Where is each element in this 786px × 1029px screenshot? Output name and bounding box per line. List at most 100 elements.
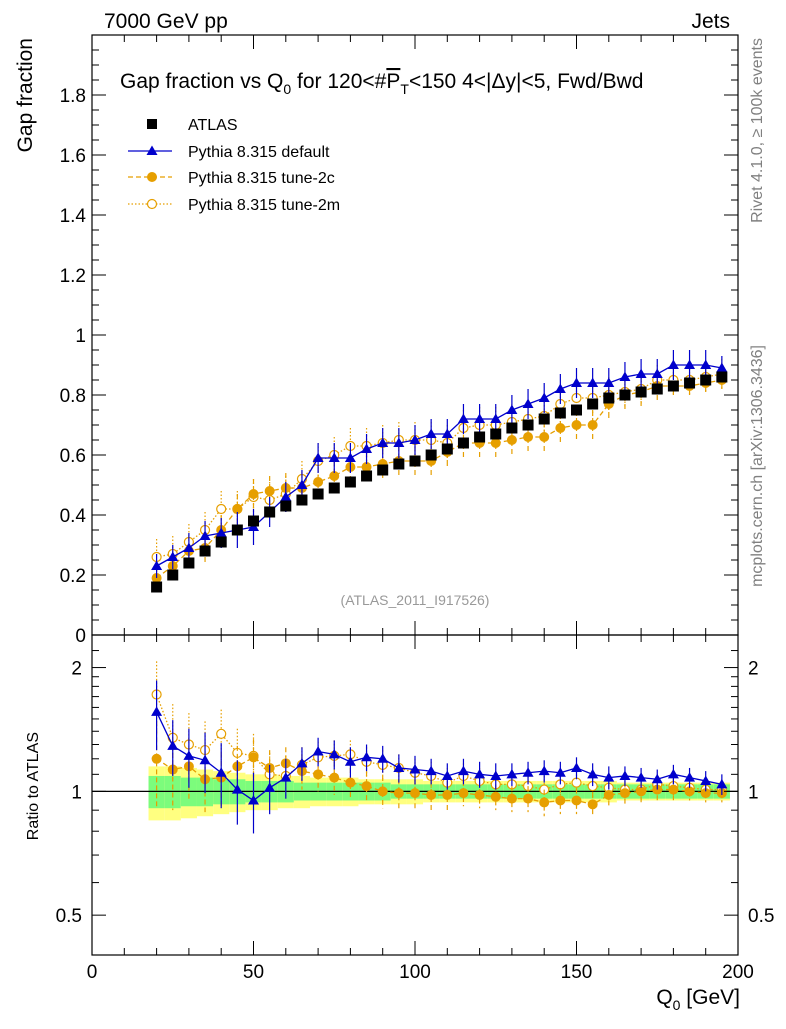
ratio-point-pythia-8-315-tune-2c — [474, 789, 485, 800]
ratio-point-pythia-8-315-tune-2m — [571, 777, 582, 788]
main-y-tick-label: 1 — [75, 326, 86, 347]
ratio-band-inner — [164, 775, 181, 809]
main-point-pythia-8-315-tune-2c — [571, 420, 582, 430]
ratio-y-axis-label: Ratio to ATLAS — [25, 732, 42, 840]
main-point-pythia-8-315-tune-2c — [555, 423, 566, 433]
main-point-pythia-8-315-default — [296, 479, 308, 489]
main-y-tick-label: 1.4 — [60, 206, 87, 227]
ratio-point-pythia-8-315-tune-2c — [313, 769, 324, 780]
ratio-point-pythia-8-315-tune-2c — [458, 788, 469, 799]
ratio-point-pythia-8-315-default — [603, 772, 615, 782]
ratio-point-pythia-8-315-default — [183, 750, 195, 760]
x-tick-label: 150 — [561, 962, 593, 983]
ratio-y-tick-label-right: 1 — [748, 782, 759, 803]
x-tick-label: 50 — [243, 962, 264, 983]
main-point-pythia-8-315-default — [635, 368, 647, 378]
legend-label-tune2c: Pythia 8.315 tune-2c — [188, 170, 335, 187]
ratio-point-pythia-8-315-tune-2m — [216, 728, 227, 739]
main-point-atlas — [231, 524, 243, 536]
ratio-point-pythia-8-315-default — [151, 706, 163, 716]
legend-marker-default — [146, 145, 158, 155]
ratio-point-pythia-8-315-default — [538, 765, 550, 776]
ratio-point-pythia-8-315-default — [474, 768, 486, 779]
header-right: Jets — [691, 10, 730, 33]
main-point-pythia-8-315-default — [425, 428, 437, 438]
main-point-pythia-8-315-default — [603, 377, 615, 387]
ratio-point-pythia-8-315-default — [393, 762, 405, 772]
main-point-pythia-8-315-default — [409, 434, 421, 444]
legend-marker-tune2m — [146, 198, 158, 210]
main-point-pythia-8-315-default — [667, 359, 679, 369]
main-point-atlas — [587, 398, 599, 410]
main-point-pythia-8-315-default — [199, 530, 211, 540]
x-axis-label-unit: [GeV] — [680, 986, 740, 1009]
ratio-point-pythia-8-315-tune-2c — [619, 788, 630, 799]
main-point-atlas — [457, 437, 469, 449]
x-axis-label-q: Q — [656, 986, 672, 1009]
ratio-point-pythia-8-315-default — [619, 770, 631, 780]
legend-label-default: Pythia 8.315 default — [188, 144, 330, 161]
ratio-point-pythia-8-315-tune-2c — [393, 788, 404, 799]
main-point-atlas — [506, 422, 518, 434]
ratio-plot-frame — [91, 634, 739, 956]
legend-marker-atlas — [147, 119, 157, 129]
ratio-point-pythia-8-315-tune-2c — [539, 797, 550, 808]
main-point-pythia-8-315-tune-2c — [264, 486, 275, 496]
main-y-tick-label: 0.2 — [60, 566, 86, 587]
ratio-point-pythia-8-315-tune-2c — [571, 795, 582, 806]
ratio-point-pythia-8-315-default — [635, 772, 647, 782]
main-point-atlas — [183, 557, 195, 569]
ratio-point-pythia-8-315-default — [651, 773, 663, 784]
ratio-point-pythia-8-315-default — [199, 754, 211, 765]
main-y-axis-label: Gap fraction — [14, 38, 37, 152]
main-point-pythia-8-315-default — [587, 377, 599, 387]
main-point-pythia-8-315-default — [183, 542, 195, 552]
main-point-pythia-8-315-tune-2c — [329, 471, 340, 481]
main-point-pythia-8-315-default — [167, 551, 179, 561]
ratio-point-pythia-8-315-default — [684, 772, 696, 782]
main-point-atlas — [635, 386, 647, 398]
title-pbar: P — [386, 70, 400, 93]
main-point-pythia-8-315-default — [700, 359, 712, 369]
legend-marker-tune2c — [147, 172, 157, 182]
axes: 0 0.2 0.4 0.6 0.8 1 1.2 1.4 1.6 1.8 0 50 100 150 200 0.… — [56, 34, 774, 983]
main-point-pythia-8-315-default — [361, 443, 373, 453]
ratio-point-pythia-8-315-tune-2c — [151, 753, 162, 764]
main-point-atlas — [684, 377, 696, 389]
ratio-point-pythia-8-315-default — [425, 765, 437, 776]
x-tick-label: 200 — [722, 962, 754, 983]
x-axis-label: Q0 [GeV] — [656, 986, 740, 1013]
chart-title: Gap fraction vs Q0 for 120<#PT<150 4<|Δy… — [120, 70, 643, 97]
ratio-point-pythia-8-315-default — [264, 782, 276, 792]
ratio-point-pythia-8-315-default — [248, 795, 259, 805]
main-point-atlas — [361, 470, 373, 482]
main-point-atlas — [603, 392, 615, 404]
main-point-pythia-8-315-tune-2c — [587, 420, 598, 430]
ratio-point-pythia-8-315-default — [700, 775, 712, 785]
ratio-point-pythia-8-315-tune-2c — [668, 784, 679, 795]
main-point-pythia-8-315-default — [393, 437, 405, 447]
ratio-plot-marks — [151, 661, 728, 834]
ratio-point-pythia-8-315-default — [667, 768, 679, 779]
title-prefix: Gap fraction vs Q — [120, 70, 283, 93]
legend-label-tune2m: Pythia 8.315 tune-2m — [188, 197, 340, 214]
ratio-point-pythia-8-315-tune-2c — [636, 786, 647, 797]
main-point-pythia-8-315-tune-2c — [523, 432, 534, 442]
main-point-pythia-8-315-tune-2c — [490, 438, 501, 448]
main-point-atlas — [215, 536, 227, 548]
ratio-point-pythia-8-315-tune-2c — [329, 772, 340, 783]
main-point-atlas — [700, 374, 712, 386]
main-point-pythia-8-315-default — [490, 413, 502, 423]
main-point-atlas — [344, 476, 356, 488]
main-point-pythia-8-315-default — [215, 527, 227, 537]
main-point-atlas — [667, 380, 679, 392]
main-point-pythia-8-315-default — [684, 359, 696, 369]
main-point-pythia-8-315-default — [457, 413, 469, 423]
ratio-point-pythia-8-315-default — [571, 762, 582, 772]
ratio-point-pythia-8-315-default — [716, 778, 728, 789]
main-point-pythia-8-315-tune-2c — [313, 477, 324, 487]
ratio-point-pythia-8-315-tune-2c — [684, 786, 695, 797]
ratio-point-pythia-8-315-default — [522, 767, 534, 777]
main-point-atlas — [554, 407, 566, 419]
main-point-pythia-8-315-tune-2c — [506, 435, 517, 445]
